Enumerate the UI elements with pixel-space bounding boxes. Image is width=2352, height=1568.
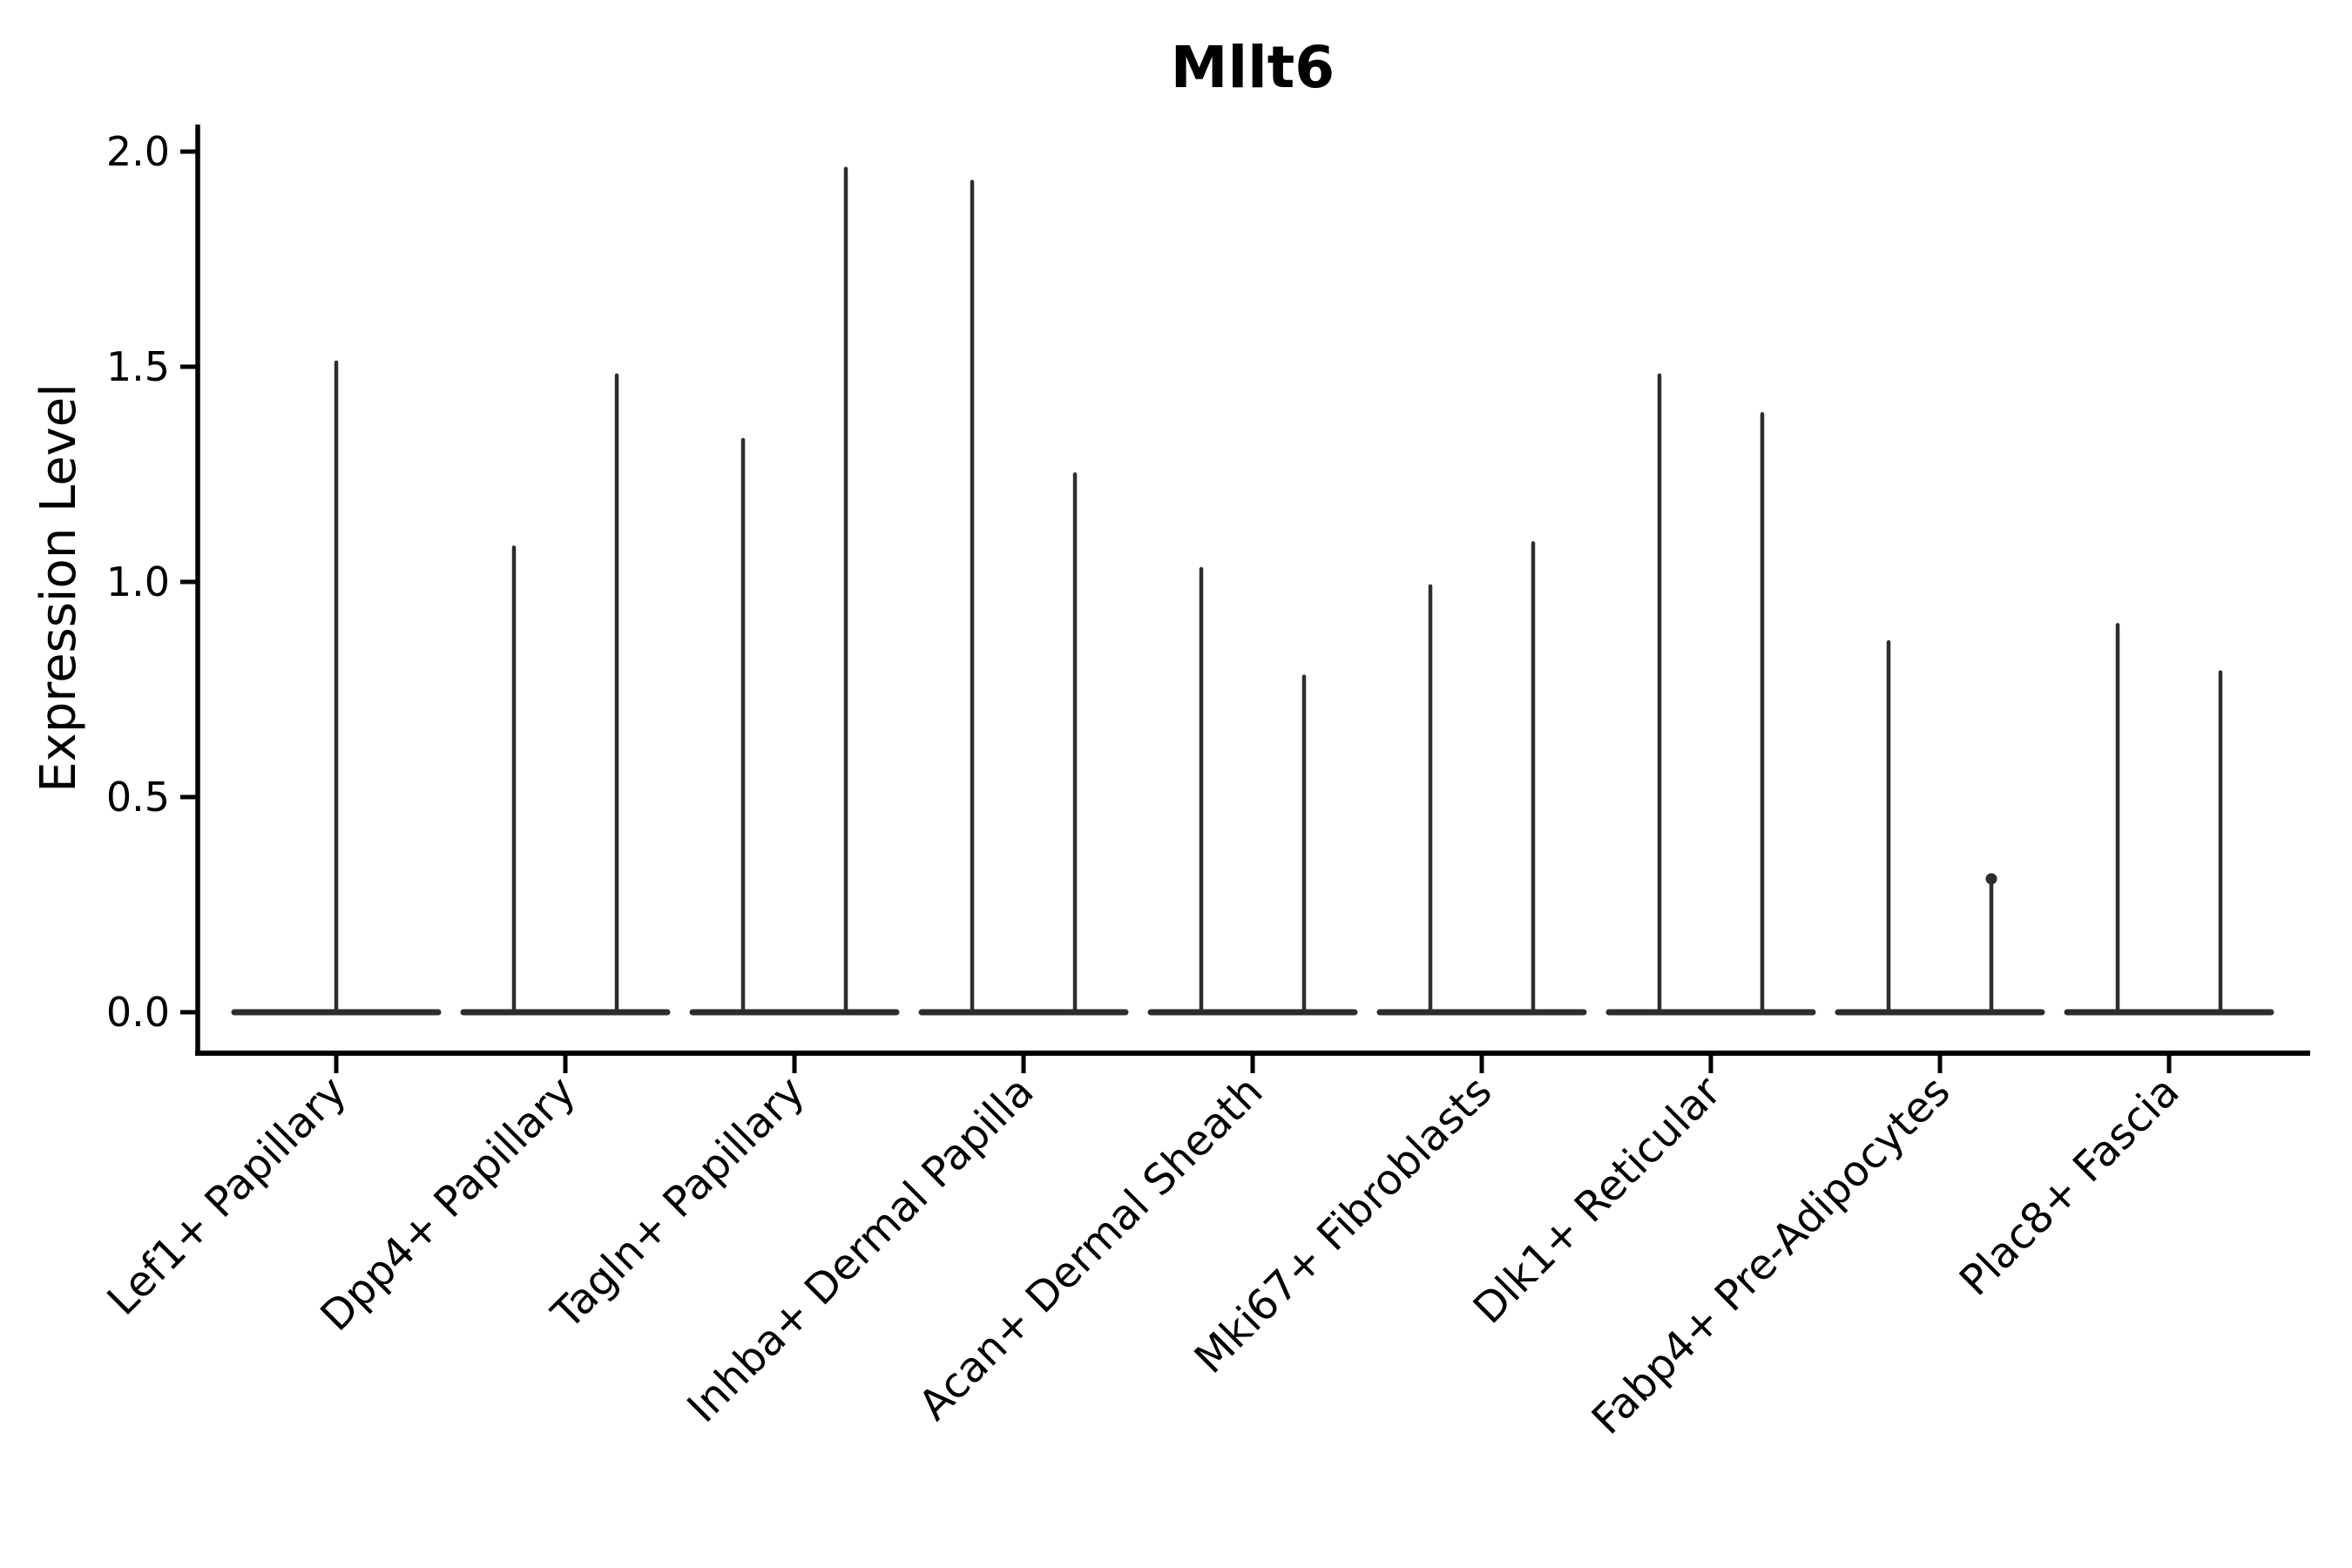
violin-group [1147,566,1358,1016]
violin-group [2064,623,2274,1016]
violin-layer [231,166,2274,1016]
violin-body [460,1009,671,1016]
y-axis-label: Expression Level [30,383,87,793]
y-tick-label: 0.0 [106,989,170,1036]
violin-group [460,373,671,1016]
x-tick-label: Lef1+ Papillary [98,1067,356,1325]
violin-group [918,179,1129,1016]
x-tick-label: Dpp4+ Papillary [311,1067,585,1341]
violin-group [231,360,442,1016]
violin-body [1376,1009,1587,1016]
violin-group [1605,373,1816,1016]
violin-body [1605,1009,1816,1016]
violin-body [1147,1009,1358,1016]
violin-group [689,166,900,1016]
violin-group [1376,541,1587,1016]
y-tick-label: 2.0 [106,128,170,175]
violin-body [2064,1009,2274,1016]
x-tick-label: Tagln+ Papillary [542,1067,814,1339]
violin-body [918,1009,1129,1016]
violin-body [1835,1009,2045,1016]
y-tick-label: 1.0 [106,558,170,605]
violin-body [689,1009,900,1016]
x-tick-label: Plac8+ Fascia [1950,1067,2189,1306]
violin-group [1835,639,2045,1016]
y-tick-label: 1.5 [106,343,170,390]
chart-title: Mllt6 [1171,34,1335,101]
x-tick-label: Dlk1+ Reticular [1464,1067,1731,1334]
violin-spike-tip-dot [1985,873,1997,885]
y-tick-label: 0.5 [106,774,170,821]
